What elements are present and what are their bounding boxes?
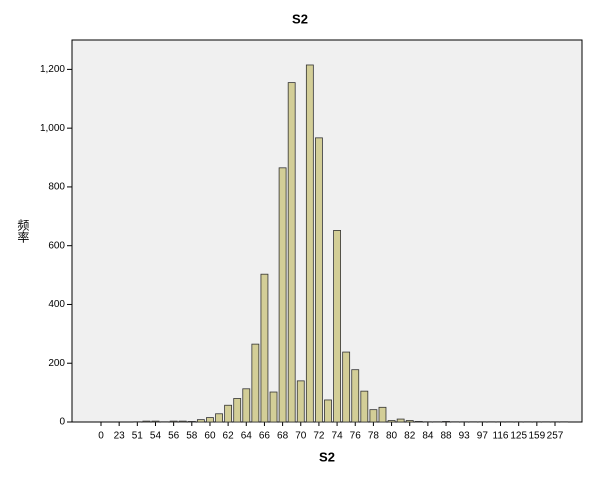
bar bbox=[396, 418, 405, 423]
x-tick-label: 93 bbox=[459, 431, 471, 442]
x-tick-label: 116 bbox=[493, 431, 509, 442]
y-tick-label: 600 bbox=[48, 240, 65, 251]
bar bbox=[324, 399, 332, 423]
bar bbox=[196, 419, 205, 423]
bar bbox=[287, 82, 296, 423]
x-tick-label: 84 bbox=[422, 431, 434, 442]
x-tick-label: 68 bbox=[277, 431, 289, 442]
bar bbox=[251, 343, 260, 423]
y-axis-label: 频率 bbox=[16, 219, 30, 243]
bar bbox=[315, 137, 323, 423]
x-tick-label: 58 bbox=[186, 431, 198, 442]
chart-title: S2 bbox=[292, 11, 308, 26]
x-tick-label: 82 bbox=[404, 431, 416, 442]
bar bbox=[405, 420, 414, 423]
y-tick-label: 200 bbox=[48, 358, 65, 369]
x-tick-label: 125 bbox=[510, 431, 527, 442]
x-tick-label: 60 bbox=[204, 431, 216, 442]
y-tick-label: 0 bbox=[59, 417, 65, 428]
bar bbox=[233, 398, 242, 423]
bar bbox=[187, 421, 196, 423]
bar bbox=[351, 369, 360, 423]
bar bbox=[342, 351, 351, 423]
bar bbox=[242, 388, 251, 423]
x-tick-label: 70 bbox=[295, 431, 307, 442]
x-tick-label: 54 bbox=[150, 431, 162, 442]
x-tick-label: 159 bbox=[528, 431, 545, 442]
bar bbox=[260, 273, 269, 423]
plot-area bbox=[71, 39, 583, 423]
bar bbox=[269, 391, 278, 423]
bar bbox=[151, 420, 160, 423]
bar bbox=[442, 421, 450, 423]
bar bbox=[414, 421, 423, 423]
x-tick-label: 51 bbox=[132, 431, 144, 442]
bar bbox=[360, 390, 369, 423]
bar bbox=[278, 167, 287, 423]
bar bbox=[215, 413, 223, 423]
bar bbox=[206, 417, 214, 423]
x-tick-label: 80 bbox=[386, 431, 398, 442]
y-tick-label: 800 bbox=[48, 182, 65, 193]
x-tick-label: 97 bbox=[477, 431, 489, 442]
bar bbox=[296, 380, 305, 423]
x-tick-label: 64 bbox=[241, 431, 253, 442]
y-tick-label: 1,000 bbox=[40, 123, 65, 134]
x-tick-label: 23 bbox=[114, 431, 126, 442]
x-tick-label: 88 bbox=[440, 431, 452, 442]
x-tick-label: 66 bbox=[259, 431, 271, 442]
x-tick-label: 78 bbox=[368, 431, 380, 442]
bar bbox=[169, 420, 178, 423]
x-tick-label: 257 bbox=[547, 431, 564, 442]
bar bbox=[369, 409, 378, 423]
bar bbox=[224, 404, 233, 423]
y-tick-label: 400 bbox=[48, 299, 65, 310]
x-tick-label: 74 bbox=[332, 431, 344, 442]
bar bbox=[378, 406, 387, 423]
x-tick-label: 72 bbox=[313, 431, 325, 442]
y-tick-label: 1,200 bbox=[40, 64, 65, 75]
bar bbox=[178, 420, 187, 423]
x-tick-label: 76 bbox=[350, 431, 362, 442]
x-axis-label: S2 bbox=[319, 449, 335, 464]
x-tick-label: 56 bbox=[168, 431, 180, 442]
bar bbox=[142, 420, 151, 423]
bar bbox=[387, 420, 396, 423]
bar bbox=[305, 64, 314, 423]
bar bbox=[333, 230, 341, 423]
x-tick-label: 0 bbox=[98, 431, 104, 442]
x-tick-label: 62 bbox=[223, 431, 235, 442]
